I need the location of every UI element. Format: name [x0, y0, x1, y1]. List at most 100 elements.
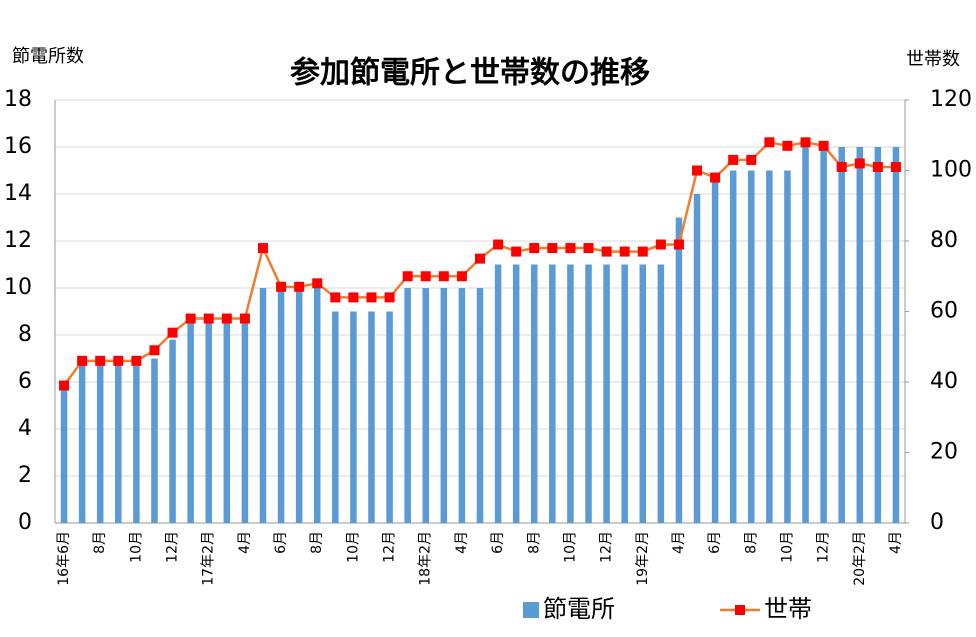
bar	[350, 311, 357, 523]
x-tick-label: 6月	[490, 531, 506, 554]
x-tick-label: 20年2月	[852, 531, 868, 586]
bar	[440, 288, 448, 523]
bar	[856, 147, 864, 523]
marker	[601, 246, 612, 257]
bar	[567, 264, 574, 523]
marker	[456, 271, 467, 282]
x-tick-label: 12月	[599, 531, 615, 563]
y2-tick-label: 20	[930, 440, 958, 465]
marker	[619, 246, 630, 257]
marker	[872, 161, 883, 172]
bar	[259, 288, 267, 523]
marker	[366, 292, 377, 303]
y2-tick-label: 40	[930, 369, 958, 394]
y2-tick-label: 0	[930, 510, 944, 535]
legend-label: 節電所	[543, 595, 615, 623]
marker	[565, 243, 576, 254]
y2-tick-label: 120	[930, 87, 972, 112]
legend-label: 世帯	[764, 595, 812, 623]
y2-tick-label: 60	[930, 299, 958, 324]
marker	[710, 172, 721, 183]
bar	[802, 147, 809, 523]
bar	[187, 323, 194, 523]
y-tick-label: 14	[4, 181, 32, 206]
bar	[603, 264, 610, 523]
bar	[748, 170, 755, 523]
marker	[493, 239, 504, 250]
x-tick-label: 10月	[779, 531, 795, 563]
x-tick-label: 17年2月	[201, 531, 217, 586]
y-tick-label: 8	[18, 322, 32, 347]
bar	[657, 264, 665, 523]
bar	[422, 288, 429, 523]
marker	[511, 246, 522, 257]
marker	[800, 137, 811, 148]
marker	[239, 313, 250, 324]
marker	[547, 243, 558, 254]
bar	[549, 264, 556, 523]
bar	[386, 311, 393, 523]
marker	[257, 243, 268, 254]
x-tick-label: 12月	[165, 531, 181, 563]
chart-title: 参加節電所と世帯数の推移	[290, 56, 650, 91]
x-tick-label: 8月	[92, 531, 108, 554]
y-axis-title: 節電所数	[12, 46, 84, 67]
bar	[313, 288, 321, 523]
bar	[295, 288, 303, 523]
y-tick-label: 12	[4, 228, 32, 253]
marker	[276, 281, 287, 292]
x-tick-label: 4月	[454, 531, 470, 554]
marker	[330, 292, 341, 303]
bar	[277, 288, 285, 523]
marker	[294, 281, 305, 292]
x-tick-label: 8月	[526, 531, 542, 554]
x-tick-label: 4月	[671, 531, 687, 554]
x-tick-label: 10月	[345, 531, 361, 563]
marker	[854, 158, 865, 169]
bar	[476, 288, 484, 523]
bar	[205, 323, 212, 523]
marker	[836, 161, 847, 172]
marker	[149, 345, 160, 356]
bar	[639, 264, 647, 523]
marker	[746, 154, 757, 165]
y2-tick-label: 80	[930, 228, 958, 253]
marker	[655, 239, 666, 250]
bar	[151, 358, 158, 523]
x-tick-label: 12月	[816, 531, 832, 563]
marker	[420, 271, 431, 282]
x-tick-label: 10月	[128, 531, 144, 563]
marker	[673, 239, 684, 250]
marker	[221, 313, 232, 324]
y-tick-label: 10	[4, 275, 32, 300]
x-tick-label: 8月	[743, 531, 759, 554]
bar	[874, 147, 882, 523]
marker	[185, 313, 196, 324]
bar	[332, 311, 339, 523]
bar	[133, 365, 140, 523]
bar	[494, 264, 502, 523]
y-tick-label: 6	[18, 369, 32, 394]
bar	[78, 365, 86, 523]
y-tick-label: 0	[18, 510, 32, 535]
y2-axis-title: 世帯数	[906, 49, 960, 70]
bar	[621, 264, 628, 523]
marker	[402, 271, 413, 282]
bar	[115, 365, 122, 523]
marker	[728, 154, 739, 165]
bar	[784, 170, 791, 523]
x-tick-label: 18年2月	[418, 531, 434, 586]
x-tick-label: 8月	[309, 531, 325, 554]
y-tick-label: 16	[4, 134, 32, 159]
y-tick-label: 4	[18, 416, 32, 441]
bar	[96, 365, 104, 523]
marker	[890, 161, 901, 172]
bar	[675, 217, 683, 523]
marker	[384, 292, 395, 303]
x-tick-label: 6月	[707, 531, 723, 554]
bar	[368, 311, 375, 523]
marker	[475, 253, 485, 264]
bar	[766, 170, 773, 523]
legend-swatch	[735, 605, 745, 615]
